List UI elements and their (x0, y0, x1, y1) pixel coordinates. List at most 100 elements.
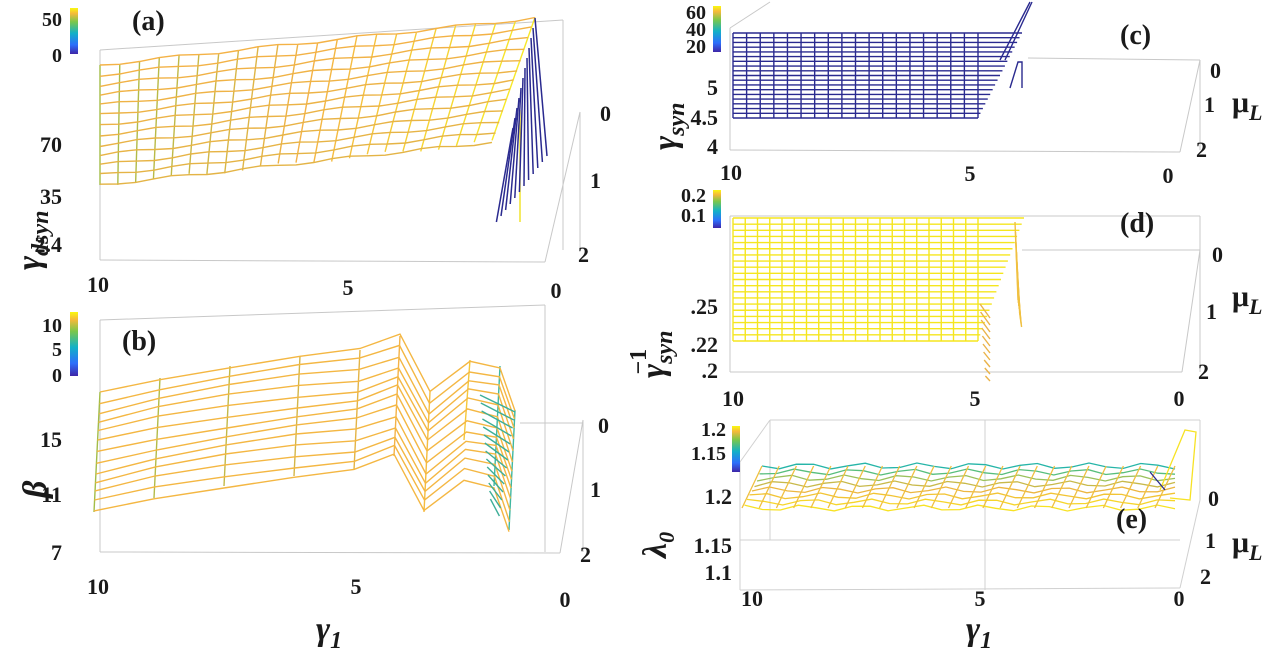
panel-c-ztick: 4 (707, 134, 718, 159)
panel-e-mesh-line (965, 465, 987, 509)
panel-b-mesh-line (483, 434, 510, 453)
panel-b-mesh-line (93, 391, 101, 513)
panel-d-mutick: 1 (1206, 299, 1217, 324)
panel-a: (a) 50 0 70 35 2.4 γdsyn 10 5 0 0 1 2 (11, 6, 611, 303)
panel-c-mutick: 2 (1196, 137, 1207, 162)
panel-a-mesh-line (99, 60, 521, 105)
panel-e-mesh-line (1068, 465, 1090, 509)
panel-c-colorbar (713, 6, 721, 52)
panel-b-ztick: 15 (40, 427, 62, 452)
panel-c-box (729, 1, 1201, 153)
panel-b-mesh-line (485, 450, 508, 469)
panel-d-mesh-line (979, 303, 991, 319)
panel-e-mesh-line (896, 465, 918, 509)
panel-d-mutick: 0 (1212, 242, 1223, 267)
panel-a-zlabel: γdsyn (11, 211, 54, 271)
panel-e-mesh-line (982, 465, 1004, 509)
panel-a-cliff-line (523, 67, 526, 187)
panel-a-box (99, 19, 581, 263)
panel-e-mesh-line (756, 474, 1176, 482)
panel-a-mesh-line (420, 24, 457, 152)
panel-b-mesh-line (489, 498, 501, 517)
panel-a-mesh-line (99, 121, 500, 165)
panel-a-ztick: 35 (40, 184, 62, 209)
panel-b-mesh-line (94, 436, 511, 511)
panel-c-ztick: 4.5 (691, 105, 719, 130)
panel-b-mesh-line (95, 427, 512, 499)
panel-a-mesh-line (99, 132, 496, 175)
panel-b-colorbar-tick: 0 (52, 365, 62, 387)
panel-e-mesh-line (930, 465, 952, 509)
panel-a-cliff-line (532, 27, 544, 163)
panel-e-mesh-line (947, 465, 970, 509)
panel-b-ztick: 11 (41, 482, 62, 507)
panel-e-mesh-line (1016, 465, 1038, 509)
panel-e-mesh-line (1119, 465, 1142, 509)
panel-a-mutick: 2 (578, 242, 589, 267)
panel-b-box (99, 304, 584, 554)
panel-e-mesh-line (741, 465, 763, 509)
panel-e-mesh-line (1085, 465, 1107, 509)
panel-a-mesh-line (99, 26, 532, 77)
panel-d-mesh-line (984, 375, 991, 382)
panel-e-mesh-line (793, 465, 815, 509)
panel-a-xtick: 0 (551, 278, 562, 303)
panel-d-mesh-line (984, 367, 991, 375)
panel-d-mutick: 2 (1198, 359, 1209, 384)
panel-c-ztick: 5 (707, 75, 718, 100)
panel-d-xtick: 5 (970, 386, 981, 411)
panel-a-mesh-line (99, 36, 528, 88)
panel-d-ztick: .2 (702, 358, 719, 383)
panel-e-mesh-line (844, 465, 866, 509)
panel-b-mesh-line (463, 359, 471, 441)
panel-a-cliff-line (514, 87, 522, 199)
panel-a-cliff-line (495, 127, 514, 223)
panel-b-mesh-line (293, 355, 301, 477)
panel-b-tag: (b) (122, 326, 156, 357)
panel-e-mesh-line (1102, 465, 1124, 509)
panel-b-mutick: 0 (598, 413, 609, 438)
panel-a-mesh-line (99, 141, 493, 185)
panel-a-mesh-line (491, 17, 536, 141)
panel-d-mesh-line (983, 359, 991, 368)
panel-b-xtick: 10 (87, 574, 109, 599)
panel-b-colorbar (70, 312, 78, 376)
panel-b-ztick: 7 (51, 540, 62, 565)
panel-b-mutick: 1 (590, 477, 601, 502)
panel-d-surface (732, 217, 1024, 382)
panel-b-mesh-line (482, 426, 511, 445)
panel-a-cliff-line (528, 47, 534, 175)
panel-e-colorbar (732, 426, 740, 472)
panel-e-colorbar-tick: 1.15 (691, 443, 726, 465)
panel-b-mesh-line (480, 402, 515, 421)
panel-c-mutick: 1 (1204, 92, 1215, 117)
panel-e-mesh-line (775, 465, 798, 509)
panel-b-mesh-line (94, 444, 511, 523)
panel-a-xtick: 10 (87, 272, 109, 297)
panel-e-ztick: 1.2 (705, 484, 733, 509)
panel-a-cliff-line (534, 17, 548, 157)
panel-b-mesh-line (488, 482, 503, 501)
panel-e-mesh-line (751, 486, 1176, 494)
panel-a-colorbar (70, 8, 78, 54)
panel-c-mutick: 0 (1210, 58, 1221, 83)
panel-d-mesh-line (980, 311, 991, 326)
panel-b-mesh-line (96, 404, 513, 480)
panel-b-mesh-line (479, 394, 516, 413)
panel-c-xtick: 0 (1163, 163, 1174, 188)
panel-d-mesh-line (982, 343, 991, 354)
panel-d-xtick: 0 (1174, 386, 1185, 411)
panel-e-mesh-line (1154, 465, 1176, 509)
panel-b-mesh-line (487, 474, 504, 493)
panel-b-mesh-line (93, 453, 510, 532)
panel-b-mesh-line (223, 365, 231, 487)
panel-b-mesh-line (482, 418, 512, 437)
panel-e-xtick: 5 (975, 586, 986, 611)
panel-d-mesh-line (1018, 311, 1023, 328)
panel-a-mesh-line (99, 16, 536, 66)
panel-b-xtick: 5 (351, 574, 362, 599)
panel-d-mesh-line (981, 327, 991, 340)
panel-d-ztick: .22 (691, 332, 719, 357)
panel-e-colorbar-tick: 1.2 (701, 419, 726, 441)
panel-b-mesh-line (481, 410, 513, 429)
